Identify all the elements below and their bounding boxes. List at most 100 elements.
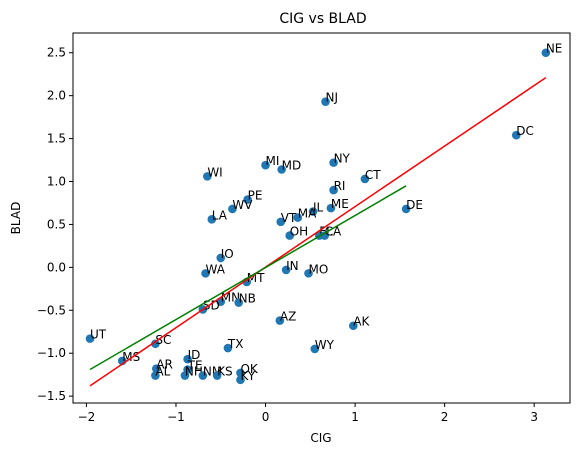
data-point (223, 343, 233, 353)
x-tick-label: 0 (262, 410, 270, 424)
point-label: TX (227, 337, 244, 351)
point-label: RI (334, 179, 346, 193)
point-label: MA (298, 207, 317, 221)
data-point (236, 375, 245, 385)
y-tick-label: 1.0 (47, 175, 66, 189)
data-point (228, 204, 237, 214)
data-point (308, 207, 318, 216)
data-point (180, 371, 190, 380)
data-point (511, 130, 521, 140)
data-point (348, 321, 358, 331)
chart-title: CIG vs BLAD (279, 11, 366, 27)
data-point (276, 217, 286, 227)
point-label: VT (281, 211, 297, 225)
data-point (261, 160, 270, 170)
point-label: CA (325, 225, 342, 239)
y-tick-label: 0.5 (47, 217, 66, 231)
point-label: PE (248, 189, 263, 203)
x-tick-label: 3 (530, 410, 538, 424)
point-label: MD (282, 158, 302, 172)
data-point (236, 368, 245, 378)
fit-line (89, 185, 407, 371)
y-tick-label: −1.5 (37, 389, 66, 403)
point-label: AK (353, 315, 370, 329)
plot-frame (72, 32, 571, 404)
point-label: WI (207, 165, 222, 179)
point-label: LA (212, 208, 228, 222)
point-label: IO (221, 247, 234, 261)
point-label: WY (315, 338, 335, 352)
data-point (275, 316, 285, 325)
y-tick-label: 0.0 (47, 260, 66, 274)
point-label: SC (155, 333, 171, 347)
data-point (198, 371, 208, 380)
point-label: OK (240, 362, 258, 376)
data-point (321, 97, 330, 106)
point-label: AR (156, 358, 173, 372)
data-point (320, 231, 329, 240)
y-axis-label: BLAD (9, 202, 23, 235)
data-point (216, 253, 226, 263)
data-point (151, 371, 160, 380)
y-tick-label: 1.5 (47, 132, 66, 146)
plot-area: NENJDCNYMIMDWICTRIPEMEDEWVILMALAVTOHFLCA… (85, 42, 563, 387)
point-label: AL (155, 365, 170, 379)
data-point (281, 265, 291, 275)
point-label: CT (365, 168, 381, 182)
data-point (183, 354, 192, 364)
x-axis: −2 −1 0 1 2 3 (78, 403, 538, 424)
point-label: KS (217, 365, 233, 379)
point-label: MT (247, 271, 265, 285)
x-tick-label: −2 (78, 410, 96, 424)
data-point (293, 213, 303, 222)
point-label: KY (240, 369, 255, 383)
point-label: OH (290, 225, 308, 239)
x-tick-label: 2 (441, 410, 449, 424)
point-label: IN (286, 259, 299, 273)
point-label: IL (313, 201, 324, 215)
point-label: DE (406, 198, 423, 212)
data-point (243, 195, 252, 204)
fit-line (89, 77, 547, 387)
y-tick-label: −1.0 (37, 346, 66, 360)
x-axis-label: CIG (310, 431, 331, 445)
data-point (201, 269, 210, 278)
point-label: ID (188, 348, 201, 362)
x-tick-label: −1 (167, 410, 185, 424)
data-point (234, 298, 243, 307)
point-label: TE (187, 359, 203, 373)
data-point (151, 364, 161, 373)
data-point (277, 165, 286, 174)
data-point (326, 203, 336, 213)
point-label: MO (309, 262, 329, 276)
data-point (212, 371, 222, 380)
point-label: NE (546, 42, 563, 56)
data-point (85, 334, 95, 343)
point-label: MI (266, 154, 280, 168)
data-point (401, 204, 411, 214)
point-label: NB (239, 292, 256, 306)
data-point (207, 214, 217, 224)
y-tick-label: 2.0 (47, 89, 66, 103)
point-label: NH (185, 365, 203, 379)
point-label: NJ (326, 91, 339, 105)
data-point (541, 48, 551, 58)
point-label: DC (516, 124, 534, 138)
y-tick-label: −0.5 (37, 303, 66, 317)
y-axis: −1.5 −1.0 −0.5 0.0 0.5 1.0 1.5 2.0 2.5 (37, 46, 73, 403)
data-point (304, 269, 313, 278)
point-label: WV (232, 198, 253, 212)
data-point (203, 172, 212, 181)
point-label: WA (206, 262, 226, 276)
point-label: AZ (280, 310, 296, 324)
data-point (151, 339, 160, 349)
data-point (329, 185, 338, 195)
x-tick-label: 1 (351, 410, 359, 424)
y-tick-label: 2.5 (47, 46, 66, 60)
data-point (310, 344, 320, 354)
point-label: UT (90, 328, 107, 342)
data-point (360, 174, 370, 184)
data-point (329, 158, 338, 167)
point-label: ME (331, 197, 349, 211)
